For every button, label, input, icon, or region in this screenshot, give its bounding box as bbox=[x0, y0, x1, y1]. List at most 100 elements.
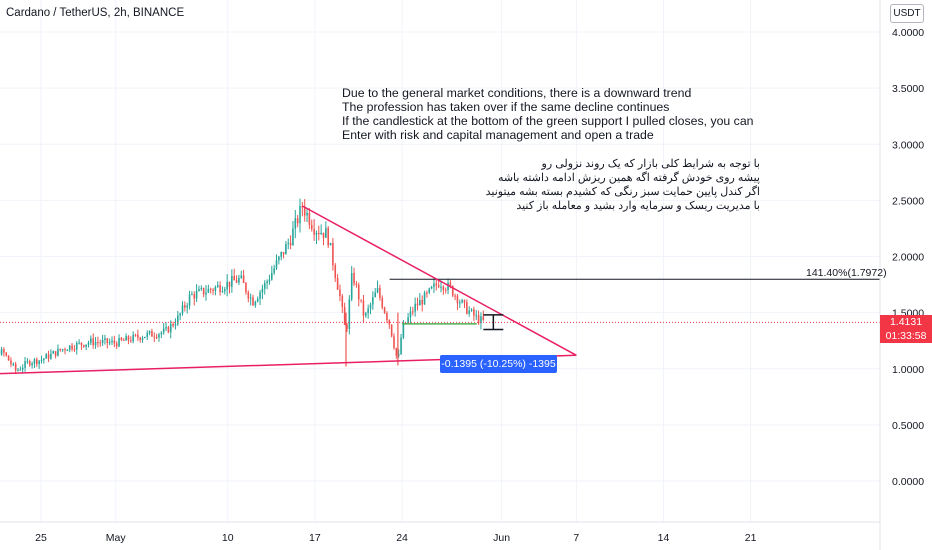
candle-body bbox=[350, 273, 353, 300]
candle-body bbox=[7, 355, 10, 361]
measure-label: -0.1395 (-10.25%) -1395 bbox=[440, 355, 557, 373]
candle-body bbox=[310, 224, 313, 230]
candle-body bbox=[252, 297, 254, 306]
candle-body bbox=[259, 292, 261, 299]
candle-body bbox=[57, 348, 59, 356]
candle-body bbox=[33, 359, 36, 364]
candle-body bbox=[224, 289, 226, 292]
candle-body bbox=[219, 285, 221, 293]
candle-body bbox=[235, 280, 238, 283]
countdown: 01:33:58 bbox=[885, 330, 927, 342]
candle-body bbox=[228, 281, 231, 287]
candle-body bbox=[139, 337, 141, 340]
candle-body bbox=[73, 349, 76, 351]
candle-body bbox=[118, 337, 120, 347]
candle-body bbox=[341, 296, 344, 307]
candle-body bbox=[52, 351, 55, 354]
candle-body bbox=[362, 300, 365, 316]
candle-body bbox=[357, 284, 360, 300]
candles bbox=[0, 198, 485, 375]
candle-body bbox=[85, 344, 87, 347]
candle-body bbox=[181, 305, 184, 314]
candle-body bbox=[355, 283, 358, 285]
candle-body bbox=[167, 327, 170, 333]
candle-body bbox=[426, 292, 428, 294]
candle-body bbox=[400, 337, 402, 355]
candle-body bbox=[289, 242, 292, 246]
candle-body bbox=[273, 268, 275, 273]
candle-body bbox=[75, 343, 78, 350]
candle-body bbox=[447, 282, 449, 291]
candle-body bbox=[111, 340, 113, 343]
x-tick-label: 7 bbox=[573, 532, 579, 544]
candle-body bbox=[155, 337, 158, 339]
candle-body bbox=[454, 295, 456, 297]
candle-body bbox=[336, 277, 339, 290]
persian-note-line: اگر کندل پایین حمایت سبز رنگی که کشیدم ب… bbox=[485, 186, 760, 198]
candle-body bbox=[365, 313, 367, 316]
candle-body bbox=[61, 349, 64, 351]
candle-body bbox=[461, 300, 463, 303]
english-note-line: Enter with risk and capital management a… bbox=[342, 128, 654, 142]
candle-body bbox=[397, 354, 400, 356]
candle-body bbox=[50, 353, 52, 359]
candle-body bbox=[214, 287, 217, 291]
candle-body bbox=[240, 275, 243, 278]
candle-body bbox=[381, 297, 384, 308]
candle-body bbox=[386, 312, 388, 320]
candle-body bbox=[275, 260, 278, 269]
candle-body bbox=[202, 287, 205, 295]
candle-body bbox=[348, 299, 351, 329]
candle-body bbox=[249, 297, 252, 299]
candle-body bbox=[440, 286, 442, 288]
candle-body bbox=[407, 317, 409, 323]
candle-body bbox=[444, 289, 447, 291]
candle-body bbox=[59, 348, 62, 351]
candle-body bbox=[296, 218, 299, 224]
candle-body bbox=[451, 286, 454, 296]
candle-body bbox=[233, 276, 235, 281]
candle-body bbox=[36, 359, 38, 365]
candle-body bbox=[238, 277, 240, 283]
candle-body bbox=[193, 294, 196, 299]
currency-badge[interactable]: USDT bbox=[890, 4, 924, 23]
candle-body bbox=[198, 288, 200, 291]
candle-body bbox=[151, 331, 153, 337]
candle-body bbox=[158, 334, 160, 338]
candle-body bbox=[66, 350, 69, 352]
candle-body bbox=[360, 299, 362, 301]
candle-body bbox=[388, 319, 391, 325]
candle-body bbox=[332, 243, 334, 266]
candle-body bbox=[134, 334, 137, 336]
candle-body bbox=[294, 218, 297, 229]
y-tick-label: 3.5000 bbox=[892, 83, 924, 95]
candle-body bbox=[132, 334, 134, 342]
current-price-tag: 1.4131 01:33:58 bbox=[880, 315, 932, 343]
candle-body bbox=[428, 288, 431, 293]
candle-body bbox=[430, 286, 433, 289]
candle-body bbox=[64, 349, 66, 351]
fib-level-label: 141.40%(1.7972) bbox=[806, 267, 887, 279]
candle-body bbox=[83, 345, 85, 347]
candle-body bbox=[191, 294, 193, 296]
candle-body bbox=[271, 272, 273, 280]
symbol-title: Cardano / TetherUS, 2h, BINANCE bbox=[6, 7, 185, 19]
candle-body bbox=[209, 288, 212, 290]
candle-body bbox=[12, 363, 15, 365]
candle-body bbox=[122, 339, 125, 341]
candle-body bbox=[343, 306, 346, 325]
candle-body bbox=[414, 303, 416, 312]
candle-body bbox=[141, 338, 144, 340]
candle-body bbox=[459, 302, 461, 304]
candle-body bbox=[174, 324, 177, 326]
x-tick-label: Jun bbox=[493, 532, 510, 544]
candle-body bbox=[369, 304, 372, 309]
candle-body bbox=[308, 212, 311, 225]
candle-body bbox=[10, 360, 12, 365]
x-tick-label: 14 bbox=[658, 532, 670, 544]
candle-body bbox=[231, 276, 233, 287]
candle-body bbox=[383, 307, 386, 313]
candle-body bbox=[409, 311, 412, 318]
